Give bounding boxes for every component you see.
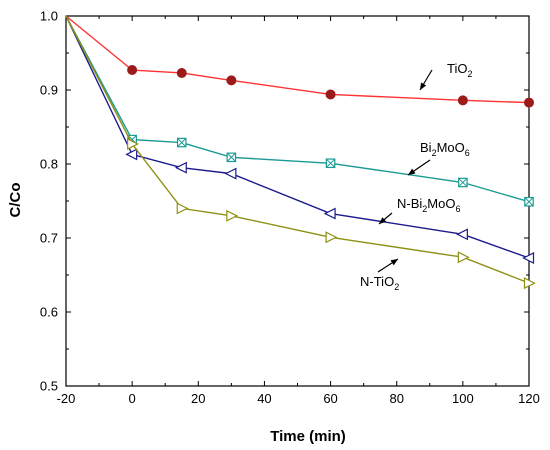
- y-tick-label: 0.9: [40, 83, 58, 98]
- series-label-n-tio2: N-TiO2: [360, 274, 399, 292]
- y-tick-label: 0.7: [40, 231, 58, 246]
- data-point: [325, 158, 336, 169]
- x-tick-label: 80: [389, 391, 403, 406]
- data-point: [125, 148, 138, 161]
- x-axis-label: Time (min): [270, 428, 346, 445]
- y-tick-label: 0.8: [40, 157, 58, 172]
- x-tick-label: 20: [191, 391, 205, 406]
- y-axis-label: C/Co: [7, 183, 24, 218]
- data-point: [127, 138, 139, 150]
- y-tick-label: 1.0: [40, 9, 58, 24]
- data-point: [325, 89, 336, 100]
- data-point: [127, 65, 138, 76]
- series-n-tio2: [65, 15, 536, 290]
- data-point: [458, 177, 468, 188]
- annotations: TiO2 Bi2MoO6 N-Bi2MoO6 N-TiO2: [360, 61, 472, 292]
- series-bi2moo6: [65, 15, 534, 207]
- arrow-n-bi2moo6: [378, 212, 393, 225]
- data-point: [176, 202, 189, 215]
- series-n-bi2moo6: [65, 15, 535, 264]
- data-point: [226, 209, 239, 222]
- data-point: [456, 228, 468, 241]
- data-point: [174, 161, 187, 174]
- series-label-tio2: TiO2: [447, 61, 472, 79]
- data-point: [457, 95, 468, 106]
- data-point: [325, 231, 338, 244]
- series-label-bi2moo6: Bi2MoO6: [420, 140, 470, 158]
- data-point: [457, 251, 470, 264]
- data-point: [522, 252, 535, 264]
- series-label-n-bi2moo6: N-Bi2MoO6: [397, 196, 460, 214]
- series-layer: [65, 15, 536, 290]
- arrow-n-tio2: [377, 258, 399, 273]
- data-point: [524, 196, 534, 207]
- data-point: [524, 97, 534, 108]
- axes: -20 0 20 40 60 80 100 120 0.5 0.6 0.7 0.8 0.9 1.0: [40, 9, 540, 407]
- y-tick-label: 0.5: [40, 379, 58, 394]
- arrow-tio2: [419, 69, 433, 91]
- arrow-bi2moo6: [407, 159, 431, 176]
- data-point: [224, 167, 237, 180]
- series-line: [65, 15, 530, 104]
- y-tick-label: 0.6: [40, 305, 58, 320]
- x-tick-label: 120: [518, 391, 540, 406]
- data-point: [226, 75, 237, 86]
- x-tick-label: 40: [257, 391, 271, 406]
- data-point: [176, 137, 187, 148]
- data-point: [226, 152, 237, 163]
- data-point: [323, 207, 336, 220]
- x-tick-label: 60: [323, 391, 337, 406]
- series-line: [65, 15, 530, 203]
- x-tick-label: -20: [57, 391, 76, 406]
- series-tio2: [65, 15, 534, 108]
- data-point: [176, 67, 187, 78]
- x-tick-label: 0: [129, 391, 136, 406]
- x-tick-label: 100: [452, 391, 474, 406]
- data-point: [523, 277, 536, 290]
